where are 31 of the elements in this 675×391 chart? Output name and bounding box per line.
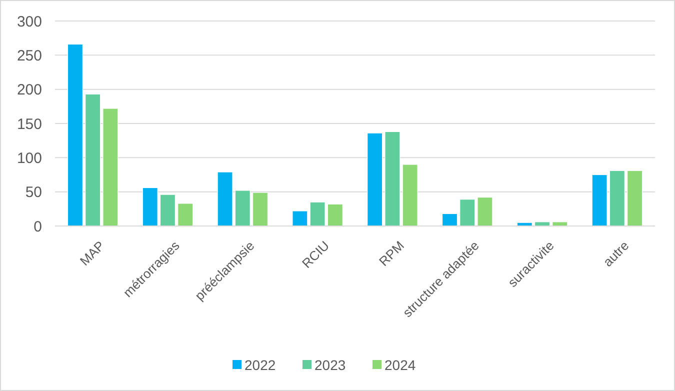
bar (160, 194, 176, 226)
bar (178, 203, 194, 226)
legend-label: 2023 (314, 356, 346, 373)
bar (85, 94, 101, 226)
bar (252, 192, 268, 226)
bar (442, 213, 458, 226)
y-tick-label: 200 (16, 82, 42, 99)
bar (609, 170, 625, 226)
bar (460, 199, 476, 226)
bar (367, 132, 383, 226)
y-tick-label: 100 (16, 150, 42, 167)
y-tick-label: 300 (16, 13, 42, 30)
bar (102, 108, 118, 226)
bar (477, 197, 493, 226)
y-tick-label: 150 (16, 116, 42, 133)
y-tick-label: 0 (34, 218, 42, 236)
bar (67, 44, 83, 226)
bar (142, 187, 158, 226)
bar (292, 210, 308, 226)
y-tick-label: 50 (25, 184, 42, 202)
bar (592, 174, 608, 226)
bar (327, 204, 343, 226)
bar (310, 202, 326, 226)
legend-label: 2022 (244, 356, 276, 373)
bar (627, 170, 643, 226)
bar (402, 164, 418, 226)
bar (217, 172, 233, 226)
legend-label: 2024 (384, 356, 416, 373)
bar (384, 131, 400, 226)
bar (234, 190, 250, 226)
y-tick-label: 250 (16, 47, 42, 64)
